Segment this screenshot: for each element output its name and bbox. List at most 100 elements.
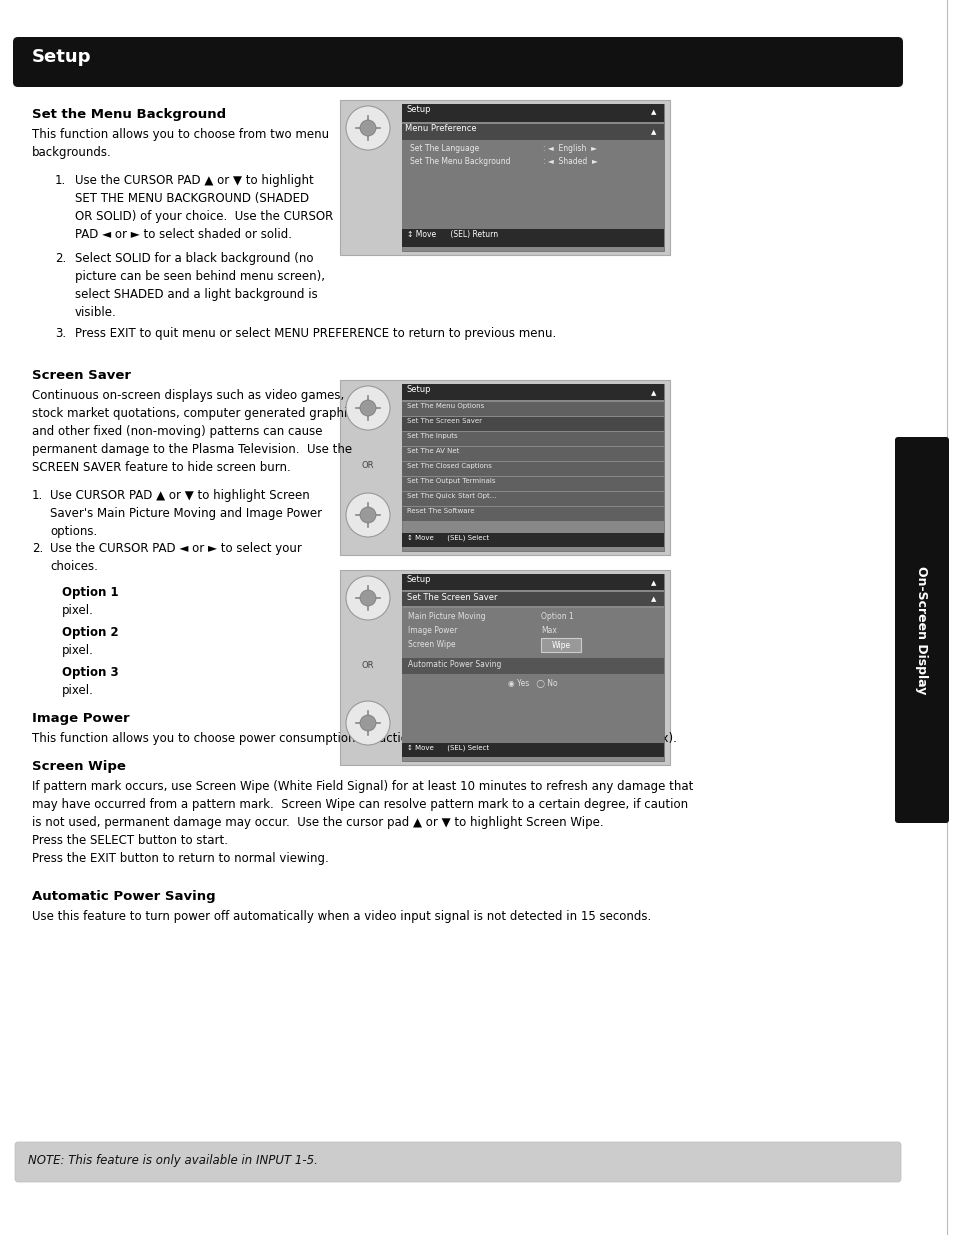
Text: : ◄  English  ►: : ◄ English ►: [542, 144, 597, 153]
Bar: [401, 403, 663, 416]
Text: ↕ Move      (SEL) Select: ↕ Move (SEL) Select: [407, 534, 489, 541]
Text: ↕ Move      (SEL) Return: ↕ Move (SEL) Return: [407, 230, 497, 240]
Text: Setup: Setup: [407, 576, 431, 584]
Text: 2.: 2.: [55, 252, 66, 266]
Text: ▲: ▲: [650, 128, 656, 135]
Text: ◉ Yes   ◯ No: ◉ Yes ◯ No: [508, 679, 558, 688]
Circle shape: [359, 715, 375, 731]
FancyBboxPatch shape: [15, 1142, 900, 1182]
Bar: [401, 384, 663, 551]
Circle shape: [346, 576, 390, 620]
Bar: [339, 100, 669, 254]
Bar: [401, 492, 663, 506]
Bar: [401, 658, 663, 674]
Text: : ◄  Shaded  ►: : ◄ Shaded ►: [542, 157, 598, 165]
Text: ▲: ▲: [650, 597, 656, 601]
Text: Use the CURSOR PAD ◄ or ► to select your
choices.: Use the CURSOR PAD ◄ or ► to select your…: [50, 542, 301, 573]
Text: Set The Menu Options: Set The Menu Options: [407, 403, 484, 409]
Bar: [401, 124, 663, 140]
Text: Press EXIT to quit menu or select MENU PREFERENCE to return to previous menu.: Press EXIT to quit menu or select MENU P…: [75, 327, 556, 340]
Circle shape: [359, 120, 375, 136]
Text: pixel.: pixel.: [62, 643, 93, 657]
FancyBboxPatch shape: [13, 37, 902, 86]
Bar: [401, 432, 663, 446]
Text: Automatic Power Saving: Automatic Power Saving: [408, 659, 501, 669]
Bar: [401, 447, 663, 461]
Text: Set The Quick Start Opt...: Set The Quick Start Opt...: [407, 493, 496, 499]
Text: Wipe: Wipe: [551, 641, 570, 650]
Text: Option 2: Option 2: [62, 626, 118, 638]
Circle shape: [346, 493, 390, 537]
Circle shape: [346, 106, 390, 149]
Text: pixel.: pixel.: [62, 684, 93, 697]
Circle shape: [346, 387, 390, 430]
Text: Setup: Setup: [32, 48, 91, 65]
Bar: [401, 574, 663, 590]
Text: Use CURSOR PAD ▲ or ▼ to highlight Screen
Saver's Main Picture Moving and Image : Use CURSOR PAD ▲ or ▼ to highlight Scree…: [50, 489, 322, 538]
Text: Option 3: Option 3: [62, 666, 118, 679]
Text: Menu Preference: Menu Preference: [405, 124, 476, 133]
Circle shape: [346, 701, 390, 745]
Text: Main Picture Moving: Main Picture Moving: [408, 613, 485, 621]
Text: Set The Language: Set The Language: [410, 144, 478, 153]
Text: Screen Wipe: Screen Wipe: [408, 640, 456, 650]
Text: Image Power: Image Power: [408, 626, 456, 635]
Bar: [401, 462, 663, 475]
Circle shape: [359, 590, 375, 606]
Bar: [339, 380, 669, 555]
Bar: [401, 417, 663, 431]
Text: Select SOLID for a black background (no
picture can be seen behind menu screen),: Select SOLID for a black background (no …: [75, 252, 325, 319]
Text: ▲: ▲: [650, 109, 656, 115]
Text: 3.: 3.: [55, 327, 66, 340]
Bar: [401, 140, 663, 247]
Text: Option 1: Option 1: [62, 585, 118, 599]
Text: 2.: 2.: [32, 542, 43, 555]
Bar: [401, 508, 663, 521]
Text: Option 1: Option 1: [540, 613, 573, 621]
Text: Set The Screen Saver: Set The Screen Saver: [407, 417, 481, 424]
Text: Set The Screen Saver: Set The Screen Saver: [407, 593, 497, 601]
Bar: [540, 638, 580, 652]
Circle shape: [359, 508, 375, 522]
Text: 1.: 1.: [32, 489, 43, 501]
Text: OR: OR: [361, 461, 375, 471]
Bar: [401, 676, 663, 692]
Text: Use the CURSOR PAD ▲ or ▼ to highlight
SET THE MENU BACKGROUND (SHADED
OR SOLID): Use the CURSOR PAD ▲ or ▼ to highlight S…: [75, 174, 333, 241]
Text: NOTE: This feature is only available in INPUT 1-5.: NOTE: This feature is only available in …: [28, 1153, 317, 1167]
Text: Continuous on-screen displays such as video games,
stock market quotations, comp: Continuous on-screen displays such as vi…: [32, 389, 363, 474]
Text: Set The AV Net: Set The AV Net: [407, 448, 459, 454]
Text: ▲: ▲: [650, 580, 656, 585]
Text: Use this feature to turn power off automatically when a video input signal is no: Use this feature to turn power off autom…: [32, 910, 651, 923]
Text: Screen Wipe: Screen Wipe: [32, 760, 126, 773]
Bar: [339, 571, 669, 764]
Bar: [401, 104, 663, 251]
Bar: [401, 104, 663, 122]
Bar: [401, 384, 663, 400]
Bar: [401, 608, 663, 743]
Bar: [401, 477, 663, 492]
FancyBboxPatch shape: [894, 437, 948, 823]
Text: ▲: ▲: [650, 390, 656, 396]
Text: 1.: 1.: [55, 174, 66, 186]
Text: Set The Output Terminals: Set The Output Terminals: [407, 478, 495, 484]
Text: Setup: Setup: [407, 385, 431, 394]
Bar: [401, 743, 663, 757]
Bar: [401, 592, 663, 606]
Text: Set the Menu Background: Set the Menu Background: [32, 107, 226, 121]
Text: Set The Menu Background: Set The Menu Background: [410, 157, 510, 165]
Text: Image Power: Image Power: [32, 713, 130, 725]
Bar: [401, 574, 663, 761]
Text: This function allows you to choose from two menu
backgrounds.: This function allows you to choose from …: [32, 128, 329, 159]
Text: ↕ Move      (SEL) Select: ↕ Move (SEL) Select: [407, 743, 489, 751]
Text: This function allows you to choose power consumption reduction based on 3 levels: This function allows you to choose power…: [32, 732, 677, 745]
Text: pixel.: pixel.: [62, 604, 93, 618]
Text: Reset The Software: Reset The Software: [407, 508, 474, 514]
Circle shape: [359, 400, 375, 416]
Bar: [401, 228, 663, 247]
Text: Max: Max: [540, 626, 557, 635]
Text: Set The Inputs: Set The Inputs: [407, 433, 457, 438]
Bar: [401, 534, 663, 547]
Text: Screen Saver: Screen Saver: [32, 369, 131, 382]
Text: On-Screen Display: On-Screen Display: [915, 566, 927, 694]
Text: If pattern mark occurs, use Screen Wipe (White Field Signal) for at least 10 min: If pattern mark occurs, use Screen Wipe …: [32, 781, 693, 864]
